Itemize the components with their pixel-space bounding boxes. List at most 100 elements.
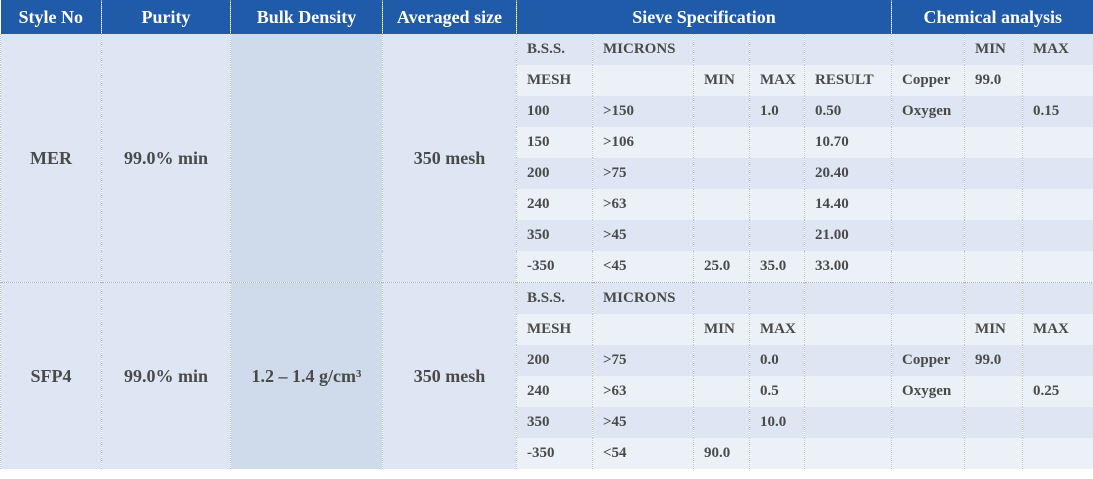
table-cell bbox=[749, 282, 805, 314]
product-spec-table: Style No Purity Bulk Density Averaged si… bbox=[0, 0, 1093, 469]
table-cell bbox=[1022, 65, 1093, 96]
table-cell: MICRONS bbox=[592, 34, 694, 65]
table-cell: RESULT bbox=[803, 65, 892, 96]
table-cell bbox=[964, 189, 1023, 220]
table-cell: >150 bbox=[592, 96, 694, 127]
table-cell bbox=[891, 189, 965, 220]
table-cell bbox=[693, 220, 750, 251]
table-cell: >106 bbox=[592, 127, 694, 158]
table-cell: 0.0 bbox=[749, 345, 805, 376]
table-row: 240 >63 14.40 bbox=[1, 189, 1093, 220]
table-cell: 1.0 bbox=[749, 96, 805, 127]
table-cell bbox=[693, 127, 750, 158]
header-sieve-specification: Sieve Specification bbox=[515, 0, 892, 34]
header-row: Style No Purity Bulk Density Averaged si… bbox=[0, 0, 1093, 34]
table-cell: 240 bbox=[516, 376, 593, 407]
table-cell bbox=[693, 376, 750, 407]
table-cell: Copper bbox=[891, 65, 965, 96]
table-cell bbox=[803, 438, 892, 469]
table-cell bbox=[964, 438, 1023, 469]
table-cell bbox=[1022, 220, 1093, 251]
table-cell bbox=[592, 65, 694, 96]
table-cell bbox=[891, 34, 965, 65]
table-cell: Oxygen bbox=[891, 96, 965, 127]
table-cell bbox=[592, 314, 694, 345]
table-cell bbox=[749, 220, 805, 251]
table-cell bbox=[803, 376, 892, 407]
style-no-cell: SFP4 bbox=[0, 282, 102, 469]
table-cell: MAX bbox=[749, 65, 805, 96]
table-cell bbox=[964, 251, 1023, 283]
table-cell bbox=[891, 158, 965, 189]
table-cell: 90.0 bbox=[693, 438, 750, 469]
table-row: -350 <54 90.0 bbox=[1, 438, 1093, 469]
table-cell bbox=[1022, 438, 1093, 469]
table-cell: MIN bbox=[964, 34, 1023, 65]
table-cell: MIN bbox=[693, 65, 750, 96]
table-cell bbox=[964, 282, 1023, 314]
table-cell bbox=[891, 251, 965, 283]
table-cell: 200 bbox=[516, 158, 593, 189]
table-cell bbox=[891, 220, 965, 251]
table-cell: >75 bbox=[592, 158, 694, 189]
table-cell bbox=[803, 314, 892, 345]
style-no-cell: MER bbox=[0, 34, 102, 283]
table-cell: 21.00 bbox=[803, 220, 892, 251]
table-cell bbox=[1022, 282, 1093, 314]
table-row: MESH MIN MAX RESULT Copper 99.0 bbox=[1, 65, 1093, 96]
table-cell bbox=[964, 96, 1023, 127]
header-averaged-size: Averaged size bbox=[382, 0, 517, 34]
bulk-density-cell: 1.2 – 1.4 g/cm³ bbox=[230, 282, 383, 469]
table-cell bbox=[1022, 407, 1093, 438]
table-row: SFP4 99.0% min 1.2 – 1.4 g/cm³ 350 mesh B.S.… bbox=[0, 282, 1093, 469]
table-cell: 150 bbox=[516, 127, 593, 158]
table-cell bbox=[803, 407, 892, 438]
table-cell: -350 bbox=[516, 251, 593, 283]
table-cell: MIN bbox=[693, 314, 750, 345]
table-row: MESH MIN MAX MIN MAX bbox=[1, 314, 1093, 345]
bulk-density-cell bbox=[230, 34, 383, 283]
purity-cell: 99.0% min bbox=[101, 282, 231, 469]
table-row: 240 >63 0.5 Oxygen 0.25 bbox=[1, 376, 1093, 407]
table-cell bbox=[891, 282, 965, 314]
table-cell: 99.0 bbox=[964, 345, 1023, 376]
table-cell bbox=[1022, 345, 1093, 376]
table-cell: 35.0 bbox=[749, 251, 805, 283]
table-cell: 0.50 bbox=[803, 96, 892, 127]
table-cell: MESH bbox=[516, 314, 593, 345]
table-cell: >63 bbox=[592, 376, 694, 407]
table-cell: 0.15 bbox=[1022, 96, 1093, 127]
table-cell: 14.40 bbox=[803, 189, 892, 220]
table-cell bbox=[891, 407, 965, 438]
table-cell: 0.25 bbox=[1022, 376, 1093, 407]
table-cell: 20.40 bbox=[803, 158, 892, 189]
table-cell: MIN bbox=[964, 314, 1023, 345]
table-cell bbox=[803, 282, 892, 314]
table-cell: 0.5 bbox=[749, 376, 805, 407]
table-row: MER 99.0% min 350 mesh B.S.S. MICRONS MIN MAX bbox=[0, 34, 1093, 283]
table-cell bbox=[1022, 127, 1093, 158]
table-cell bbox=[891, 127, 965, 158]
table-cell: 200 bbox=[516, 345, 593, 376]
table-row: 200 >75 20.40 bbox=[1, 158, 1093, 189]
table-cell: 240 bbox=[516, 189, 593, 220]
table-cell: Oxygen bbox=[891, 376, 965, 407]
table-cell bbox=[749, 127, 805, 158]
table-cell bbox=[693, 34, 750, 65]
table-cell: Copper bbox=[891, 345, 965, 376]
table-cell bbox=[964, 407, 1023, 438]
table-cell: 350 bbox=[516, 407, 593, 438]
table-cell bbox=[964, 220, 1023, 251]
table-row: 350 >45 10.0 bbox=[1, 407, 1093, 438]
table-cell: MICRONS bbox=[592, 282, 694, 314]
header-style-no: Style No bbox=[0, 0, 102, 34]
header-bulk-density: Bulk Density bbox=[230, 0, 383, 34]
table-cell bbox=[964, 376, 1023, 407]
averaged-size-cell: 350 mesh bbox=[382, 282, 517, 469]
averaged-size-cell: 350 mesh bbox=[382, 34, 517, 283]
table-cell bbox=[749, 438, 805, 469]
table-cell: <45 bbox=[592, 251, 694, 283]
table-cell: B.S.S. bbox=[516, 282, 593, 314]
table-cell: -350 bbox=[516, 438, 593, 469]
table-cell bbox=[693, 158, 750, 189]
